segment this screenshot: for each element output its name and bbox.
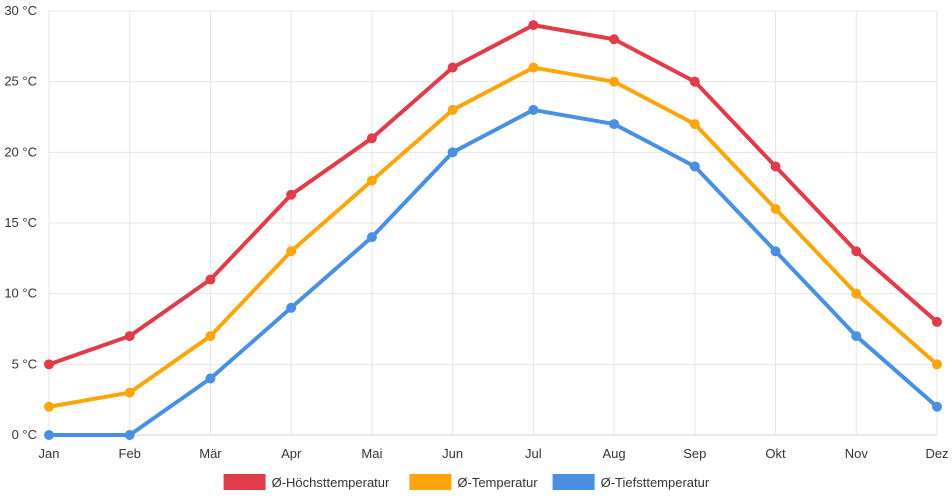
- grid: [48, 10, 938, 436]
- legend-label: Ø-Höchsttemperatur: [272, 475, 390, 490]
- legend-swatch: [223, 474, 266, 490]
- series-line: [47, 107, 939, 437]
- data-point[interactable]: [689, 119, 700, 130]
- y-tick-label: 0 °C: [12, 427, 37, 442]
- y-tick-label: 5 °C: [12, 356, 37, 371]
- y-tick-label: 10 °C: [4, 286, 37, 301]
- series-line: [47, 23, 939, 367]
- x-tick-label: Mai: [361, 446, 382, 461]
- data-point[interactable]: [528, 20, 539, 31]
- data-point[interactable]: [528, 104, 539, 115]
- data-point[interactable]: [366, 133, 377, 144]
- data-point[interactable]: [286, 302, 297, 313]
- data-point[interactable]: [205, 274, 216, 285]
- legend-swatch: [552, 474, 595, 490]
- legend[interactable]: Ø-Höchsttemperatur Ø-Temperatur Ø-Tiefstte…: [223, 474, 710, 490]
- x-tick-label: Jul: [525, 446, 542, 461]
- legend-label: Ø-Tiefsttemperatur: [601, 475, 710, 490]
- legend-item[interactable]: Ø-Temperatur: [409, 474, 538, 490]
- x-tick-label: Sep: [683, 446, 706, 461]
- data-point[interactable]: [609, 76, 620, 87]
- data-point[interactable]: [609, 34, 620, 45]
- data-point[interactable]: [124, 387, 135, 398]
- y-tick-label: 20 °C: [4, 144, 37, 159]
- data-point[interactable]: [770, 161, 781, 172]
- x-tick-label: Mär: [199, 446, 222, 461]
- x-tick-label: Nov: [845, 446, 869, 461]
- x-tick-label: Feb: [119, 446, 141, 461]
- x-axis-ticks: Jan Feb Mär Apr Mai Jun Jul Aug Sep Okt Nov Dez: [39, 446, 949, 461]
- y-axis-ticks: 0 °C 5 °C 10 °C 15 °C 20 °C 25 °C 30 °C: [4, 3, 37, 442]
- data-point[interactable]: [205, 373, 216, 384]
- data-point[interactable]: [447, 147, 458, 158]
- data-point[interactable]: [770, 203, 781, 214]
- x-tick-label: Jan: [39, 446, 60, 461]
- data-point[interactable]: [689, 161, 700, 172]
- data-point[interactable]: [205, 331, 216, 342]
- legend-label: Ø-Temperatur: [457, 475, 538, 490]
- x-tick-label: Jun: [442, 446, 463, 461]
- data-point[interactable]: [286, 189, 297, 200]
- data-point[interactable]: [689, 76, 700, 87]
- x-tick-label: Dez: [925, 446, 948, 461]
- data-point[interactable]: [932, 316, 942, 327]
- data-point[interactable]: [851, 331, 862, 342]
- series-group: [44, 104, 942, 440]
- series-group: [44, 20, 942, 370]
- x-tick-label: Apr: [281, 446, 302, 461]
- data-point[interactable]: [286, 246, 297, 257]
- data-point[interactable]: [932, 401, 942, 412]
- data-point[interactable]: [44, 359, 54, 370]
- y-tick-label: 25 °C: [4, 74, 37, 89]
- data-point[interactable]: [851, 288, 862, 299]
- data-point[interactable]: [447, 104, 458, 115]
- data-point[interactable]: [447, 62, 458, 73]
- series-line: [47, 65, 939, 409]
- series: [44, 20, 942, 440]
- y-tick-label: 30 °C: [4, 3, 37, 18]
- x-tick-label: Aug: [603, 446, 626, 461]
- legend-swatch: [409, 474, 452, 490]
- series-group: [44, 62, 942, 412]
- x-tick-label: Okt: [765, 446, 786, 461]
- data-point[interactable]: [44, 401, 54, 412]
- data-point[interactable]: [366, 232, 377, 243]
- data-point[interactable]: [44, 430, 54, 440]
- data-point[interactable]: [528, 62, 539, 73]
- legend-item[interactable]: Ø-Höchsttemperatur: [223, 474, 390, 490]
- data-point[interactable]: [124, 430, 135, 440]
- legend-item[interactable]: Ø-Tiefsttemperatur: [552, 474, 710, 490]
- data-point[interactable]: [124, 331, 135, 342]
- data-point[interactable]: [851, 246, 862, 257]
- data-point[interactable]: [609, 119, 620, 130]
- data-point[interactable]: [366, 175, 377, 186]
- y-tick-label: 15 °C: [4, 215, 37, 230]
- data-point[interactable]: [932, 359, 942, 370]
- data-point[interactable]: [770, 246, 781, 257]
